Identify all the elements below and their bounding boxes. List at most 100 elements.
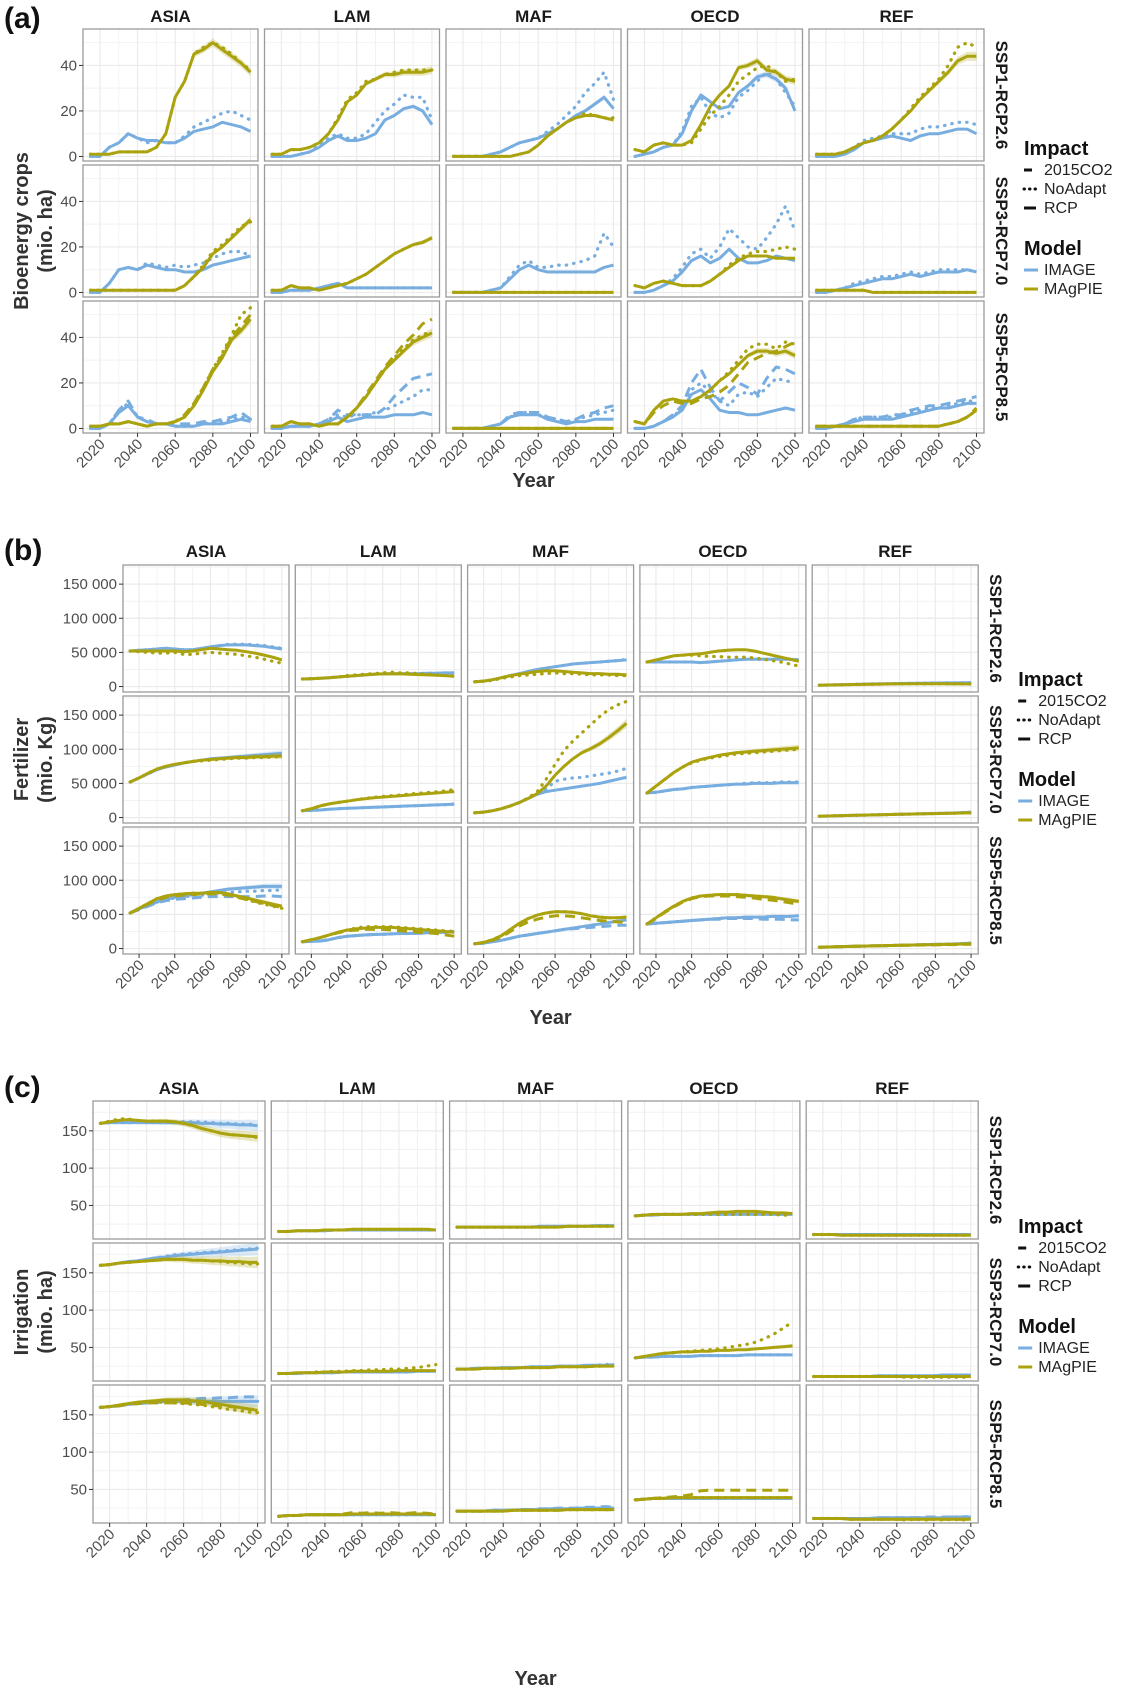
facet-border — [294, 695, 462, 824]
series-image-rcp — [634, 73, 797, 158]
facet-border — [445, 300, 622, 434]
facet-row-label: SSP3-RCP7.0 — [986, 1258, 1005, 1367]
series-image-rcp — [646, 914, 799, 926]
series-image-noadapt — [633, 70, 797, 158]
series-magpie-2015co2 — [635, 1488, 793, 1502]
x-tick-label: 2060 — [874, 436, 910, 472]
series-magpie-rcp — [100, 1118, 258, 1139]
series-magpie-rcp — [129, 891, 283, 915]
chart-panel-c: (c) ASIA LAM MAF OECD REF SSP1-RCP2.6 SSP3-RCP7… — [4, 1071, 1107, 1690]
facet-column-label: REF — [880, 7, 914, 26]
y-tick-label: 20 — [60, 239, 77, 256]
series-image-noadapt — [633, 204, 797, 294]
series-magpie-rcp — [278, 1512, 437, 1518]
facet-border — [122, 564, 290, 693]
y-tick-label: 20 — [60, 103, 77, 120]
facet-border — [805, 1384, 979, 1524]
y-tick-label: 50 — [70, 1197, 87, 1214]
series-magpie-rcp — [816, 408, 978, 428]
facet-SSP5-RCP8.5-OECD: 2020 2040 2060 2080 2100 — [629, 826, 808, 993]
x-tick-label: 2080 — [186, 436, 222, 472]
legend-impact-label: NoAdapt — [1038, 712, 1101, 729]
x-tick-label: 2100 — [944, 1526, 980, 1562]
facet-column-label: OECD — [689, 1079, 738, 1098]
x-tick-label: 2080 — [912, 436, 948, 472]
facet-SSP1-RCP2.6-LAM — [270, 1100, 444, 1240]
facet-SSP5-RCP8.5-MAF: 2020 2040 2060 2080 2100 — [457, 826, 635, 992]
x-tick-label: 2040 — [476, 1526, 512, 1562]
facet-background — [627, 29, 803, 161]
legend-model-title: Model — [1024, 238, 1082, 260]
legend-impact-label: RCP — [1038, 1278, 1072, 1295]
facet-SSP3-RCP7.0-REF — [808, 164, 985, 298]
x-tick-label: 2060 — [157, 1526, 193, 1562]
series-image-rcp — [272, 411, 433, 430]
facet-background — [812, 565, 979, 692]
facet-row-label: SSP1-RCP2.6 — [986, 1116, 1005, 1225]
facet-SSP3-RCP7.0-LAM — [270, 1242, 444, 1382]
facet-background — [449, 1243, 622, 1381]
facet-SSP1-RCP2.6-ASIA: 0 50 000 100 000 150 000 — [63, 564, 290, 696]
facet-background — [295, 565, 462, 692]
series-magpie-rcp — [272, 331, 433, 428]
x-tick-label: 2060 — [184, 957, 220, 993]
series-magpie-rcp — [634, 349, 796, 426]
x-tick-label: 2080 — [194, 1526, 230, 1562]
x-tick-label: 2040 — [111, 436, 147, 472]
y-tick-label: 150 — [62, 1123, 87, 1140]
series-image-noadapt — [814, 399, 979, 430]
facet-SSP3-RCP7.0-OECD — [626, 164, 804, 298]
facet-border — [82, 300, 259, 434]
y-tick-label: 150 000 — [63, 576, 117, 593]
facet-row-label: SSP1-RCP2.6 — [992, 41, 1011, 150]
series-image-rcp — [302, 930, 455, 944]
facet-SSP5-RCP8.5-MAF: 2020 2040 2060 2080 2100 — [439, 1384, 623, 1562]
series-magpie-rcp — [90, 218, 252, 292]
facet-SSP5-RCP8.5-REF: 2020 2040 2060 2080 2100 — [799, 300, 985, 472]
facet-SSP3-RCP7.0-ASIA: 0 20 40 — [60, 164, 259, 301]
series-magpie-rcp — [457, 1224, 615, 1229]
facet-column-label: LAM — [334, 7, 371, 26]
y-tick-label: 40 — [60, 57, 77, 74]
series-magpie-rcp — [457, 1508, 615, 1513]
y-tick-label: 0 — [69, 420, 77, 437]
series-image-rcp — [816, 401, 977, 430]
series-image-rcp — [635, 247, 796, 294]
facet-background — [806, 1101, 979, 1239]
series-magpie-rcp — [474, 669, 627, 684]
y-tick-label: 40 — [60, 193, 77, 210]
series-magpie-rcp — [819, 682, 972, 687]
series-magpie-noadapt — [645, 653, 801, 668]
x-tick-label: 2040 — [474, 436, 510, 472]
x-tick-label: 2100 — [224, 436, 260, 472]
series-image-rcp — [474, 918, 627, 946]
facet-SSP3-RCP7.0-ASIA: 50 100 150 — [62, 1242, 266, 1382]
series-image-noadapt — [473, 766, 629, 815]
y-axis-title: (mio. ha) — [35, 1270, 57, 1353]
facet-SSP3-RCP7.0-MAF — [445, 164, 622, 298]
facet-column-label: ASIA — [150, 7, 191, 26]
facet-SSP5-RCP8.5-LAM: 2020 2040 2060 2080 2100 — [255, 300, 441, 471]
facet-border — [92, 1242, 266, 1382]
series-magpie-rcp — [816, 288, 977, 294]
ribbon-magpie — [100, 1256, 258, 1269]
series-magpie-rcp — [457, 1364, 615, 1371]
facet-column-label: OECD — [698, 542, 747, 561]
facet-background — [639, 827, 806, 954]
legend-impact-label: RCP — [1044, 200, 1078, 217]
x-tick-label: 2060 — [870, 1526, 906, 1562]
chart-panel-a: (a) ASIA LAM MAF OECD REF SSP1-RCP2.6 SSP3-RCP7… — [4, 2, 1113, 492]
x-tick-label: 2040 — [665, 957, 701, 993]
series-magpie-2015co2 — [474, 914, 627, 946]
x-tick-label: 2060 — [356, 957, 392, 993]
x-tick-label: 2040 — [120, 1526, 156, 1562]
y-tick-label: 150 — [62, 1265, 87, 1282]
x-tick-label: 2060 — [701, 957, 737, 993]
facet-row-label: SSP1-RCP2.6 — [986, 574, 1005, 683]
panel-label: (c) — [4, 1071, 41, 1104]
x-tick-label: 2060 — [693, 436, 729, 472]
legend: Impact 2015CO2 NoAdapt RCP Model IMAGE MAgPIE — [1022, 138, 1113, 298]
y-axis-title: (mio. Kg) — [35, 716, 57, 803]
y-tick-label: 20 — [60, 375, 77, 392]
x-tick-label: 2080 — [550, 1526, 586, 1562]
